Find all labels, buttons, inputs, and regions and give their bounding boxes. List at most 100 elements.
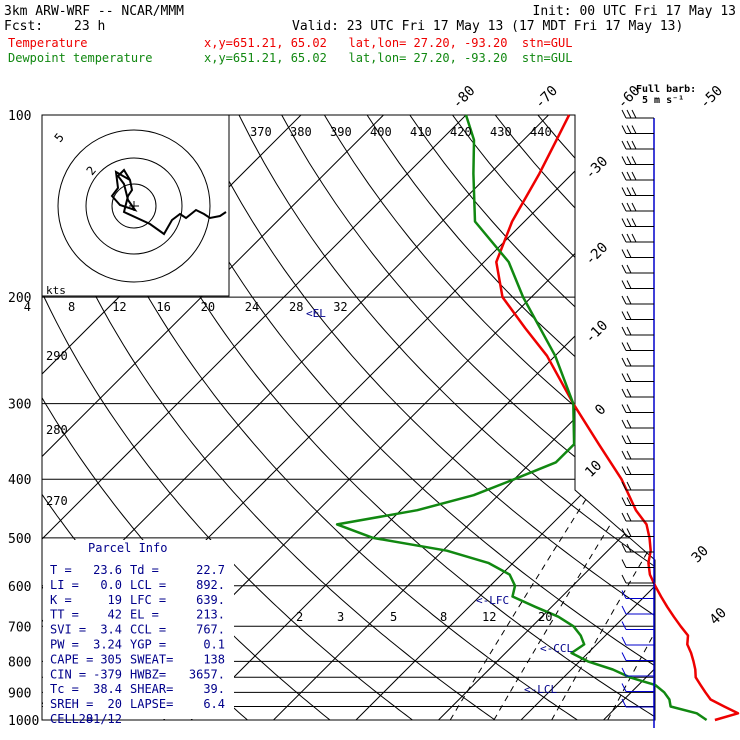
parcel-info-key: CAPE =: [50, 652, 93, 666]
parcel-info-value: 0.1: [203, 638, 225, 652]
wind-barb-flag: [626, 295, 632, 305]
parcel-info-value: 22.7: [196, 563, 225, 577]
isotherm: [190, 115, 655, 720]
init-time: Init: 00 UTC Fri 17 May 13: [532, 4, 737, 19]
hodograph-speed-label: 16: [156, 300, 170, 314]
wind-barb-flag: [626, 357, 632, 367]
wind-barb-flag: [621, 218, 627, 227]
mixing-ratio-label: 3: [337, 610, 344, 624]
wind-barb-flag: [626, 326, 632, 336]
lfc-marker: <-LFC: [476, 594, 509, 607]
theta-label: 290: [46, 349, 68, 363]
wind-barb-flag: [631, 156, 637, 165]
parcel-info-value: 3.24: [93, 638, 122, 652]
parcel-info-value: 3.4: [100, 623, 122, 637]
hodograph-speed-label: 12: [112, 300, 126, 314]
theta-e-label: 400: [370, 125, 392, 139]
wind-barb-flag: [626, 497, 632, 506]
wind-barb-flag: [621, 683, 627, 692]
wind-barb-flag: [626, 342, 632, 351]
dry-adiabat: [153, 115, 655, 720]
parcel-info-key: LI =: [50, 578, 79, 592]
wind-barb-flag: [621, 512, 627, 522]
wind-barb-flag: [621, 357, 627, 367]
wind-barb-flag: [626, 249, 632, 258]
wind-barb-flag: [621, 187, 627, 196]
wind-barb-flag: [621, 171, 627, 181]
wind-barb-flag: [621, 311, 627, 320]
hodograph-speed-label: 20: [201, 300, 215, 314]
parcel-info-title: Parcel Info: [88, 541, 167, 555]
parcel-info-value: 305: [100, 652, 122, 666]
parcel-info-key: YGP =: [130, 638, 166, 652]
hodograph-speed-label: 8: [68, 300, 75, 314]
wind-barb-flag: [626, 466, 632, 475]
parcel-info-key: PW =: [50, 638, 79, 652]
wind-barb-flag: [626, 311, 632, 320]
parcel-info-key: T =: [50, 563, 72, 577]
parcel-info-background: [43, 540, 234, 719]
barb-header: Full barb:: [636, 84, 696, 95]
hodograph-speed-label: 28: [289, 300, 303, 314]
temperature-legend: Temperature: [8, 36, 88, 50]
mixing-ratio-label: 5: [390, 610, 397, 624]
dry-adiabat: [452, 115, 655, 720]
wind-barb-flag: [621, 419, 627, 429]
mixing-ratio-label: 12: [482, 610, 496, 624]
wind-barb-flag: [626, 280, 632, 289]
parcel-info-value: 38.4: [93, 682, 122, 696]
parcel-info-value: 20: [108, 697, 122, 711]
dry-adiabat: [281, 115, 655, 720]
theta-e-label: 390: [330, 125, 352, 139]
isotherm: [438, 115, 655, 720]
pressure-tick-label: 700: [8, 620, 31, 635]
parcel-info-key: CCL =: [130, 623, 166, 637]
dry-adiabat: [494, 115, 655, 720]
wind-barb-flag: [621, 125, 627, 134]
mixing-ratio-label: 20: [538, 610, 552, 624]
dry-adiabat: [195, 115, 655, 720]
pressure-tick-label: 300: [8, 398, 31, 413]
hodograph-speed-label: 4: [24, 300, 31, 314]
wind-barb-flag: [621, 109, 627, 119]
dewpoint-location: x,y=651.21, 65.02 lat,lon= 27.20, -93.20…: [204, 51, 573, 65]
isotherm-label: -30: [582, 154, 611, 183]
wind-barb-column: Full barb:5 m s⁻¹: [621, 84, 696, 728]
wind-barb-flag: [621, 450, 627, 460]
theta-label: 270: [46, 494, 68, 508]
wind-barb-flag: [626, 125, 632, 134]
hodograph-speed-label: 32: [333, 300, 347, 314]
wind-barb-flag: [621, 233, 627, 243]
wind-barb-flag: [621, 621, 627, 630]
parcel-info-key: SHEAR=: [130, 682, 173, 696]
parcel-info-value: 39.: [203, 682, 225, 696]
wind-barb-flag: [621, 156, 627, 165]
wind-barb-flag: [631, 140, 637, 150]
temperature-location: x,y=651.21, 65.02 lat,lon= 27.20, -93.20…: [204, 36, 573, 50]
isotherm: [42, 115, 384, 720]
wind-barb-flag: [631, 171, 637, 181]
wind-barb-flag: [631, 202, 637, 212]
parcel-info-value: 281/12: [79, 712, 122, 726]
parcel-info-key: SREH =: [50, 697, 93, 711]
parcel-info-key: K =: [50, 593, 72, 607]
wind-barb-flag: [621, 590, 627, 599]
wind-barb-flag: [621, 435, 627, 444]
parcel-info-value: 0.0: [100, 578, 122, 592]
valid-time: Valid: 23 UTC Fri 17 May 13 (17 MDT Fri …: [292, 19, 684, 34]
isotherm-label: 0: [592, 401, 609, 418]
wind-barb-flag: [626, 171, 632, 181]
wind-barb-flag: [626, 435, 632, 444]
wind-barb-flag: [621, 404, 627, 413]
parcel-info-value: 42: [108, 608, 122, 622]
wind-barb-flag: [621, 249, 627, 258]
parcel-info-value: 3657.: [189, 667, 225, 681]
wind-barb-flag: [626, 512, 632, 522]
parcel-info-key: TT =: [50, 608, 79, 622]
wind-barb-flag: [621, 295, 627, 305]
wind-barb-flag: [631, 109, 637, 119]
wind-barb-flag: [621, 574, 627, 584]
theta-e-label: 430: [490, 125, 512, 139]
